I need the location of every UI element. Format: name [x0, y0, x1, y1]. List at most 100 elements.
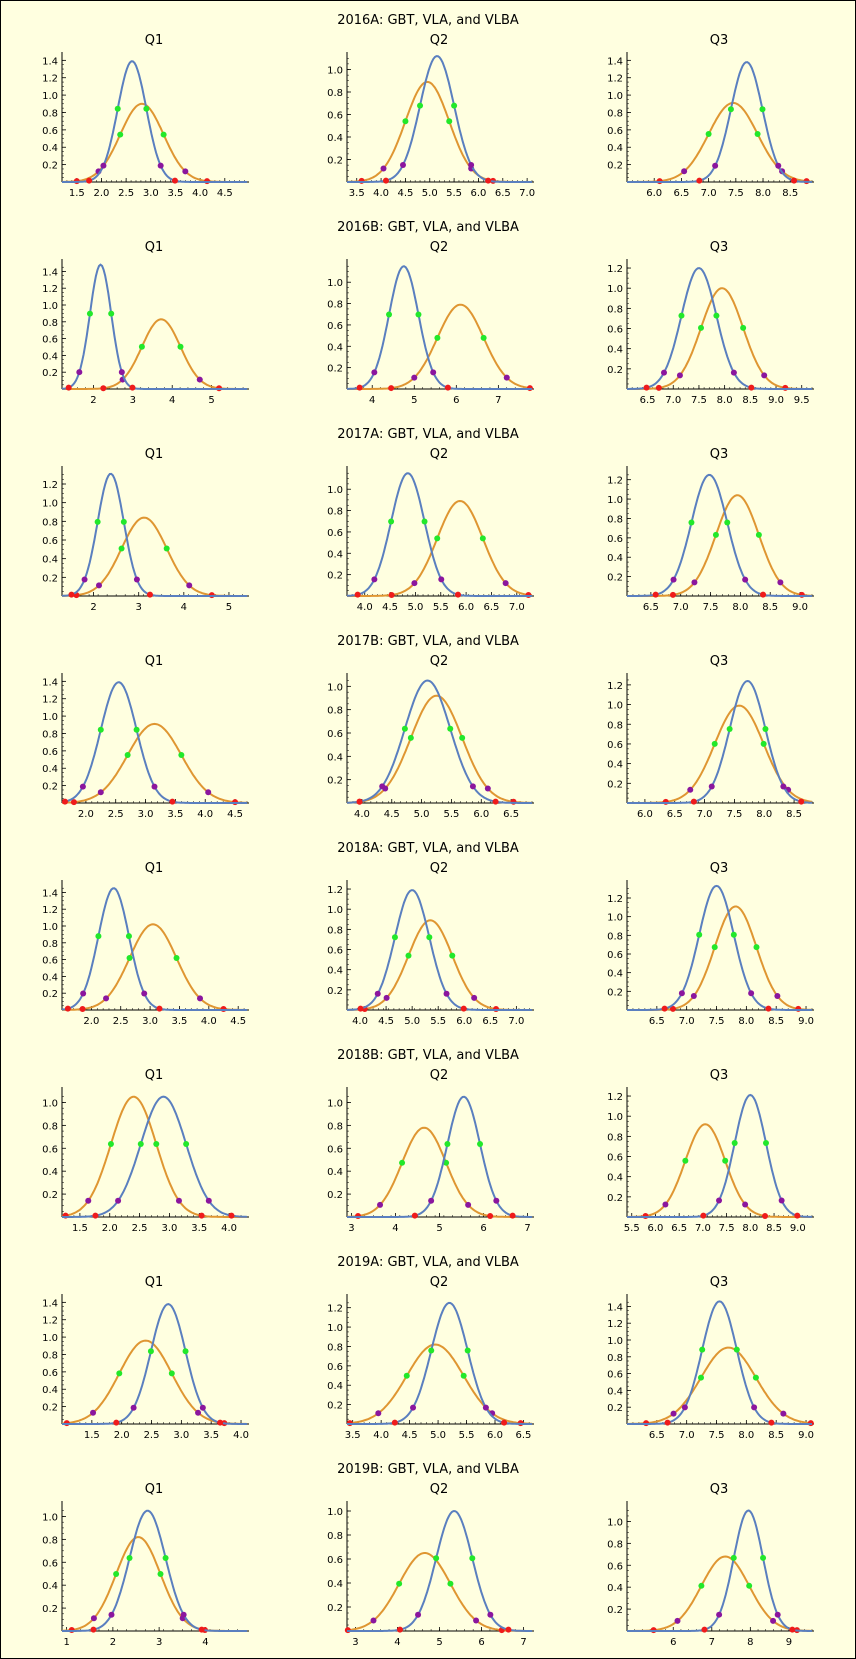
blue-density-curve	[627, 884, 812, 1011]
y-tick-label: 0.6	[327, 1144, 343, 1155]
blue-purple-marker	[157, 162, 164, 169]
blue-red-marker	[765, 1005, 772, 1012]
y-tick-label: 1.0	[42, 91, 58, 102]
blue-density-curve	[627, 1300, 812, 1425]
blue-density-curve	[627, 473, 812, 597]
y-tick-label: 1.2	[42, 284, 58, 295]
orange-density-curve	[627, 1555, 812, 1632]
y-tick-label: 1.2	[607, 1092, 623, 1103]
orange-green-marker	[113, 1571, 120, 1578]
orange-purple-marker	[370, 1617, 377, 1624]
orange-density-curve	[61, 722, 248, 804]
y-tick-label: 0.4	[607, 345, 623, 356]
orange-purple-marker	[662, 1201, 669, 1208]
blue-red-marker	[509, 1212, 516, 1219]
x-tick-label: 4.5	[402, 1430, 418, 1441]
blue-red-marker	[791, 177, 798, 184]
x-tick-label: 2.0	[83, 1016, 99, 1027]
x-tick-label: 7	[520, 1637, 526, 1648]
blue-density-curve	[61, 472, 247, 597]
chart-title: Q3	[710, 861, 729, 876]
x-tick-label: 4.0	[373, 1430, 389, 1441]
x-tick-label: 4	[392, 1223, 398, 1234]
x-tick-label: 7.0	[673, 602, 689, 613]
x-tick-label: 7	[524, 1223, 530, 1234]
blue-green-marker	[162, 1555, 169, 1562]
orange-green-marker	[698, 1582, 705, 1589]
chart: Q1 2 3 4 5 0.2 0.4 0.6 0.8 1.0 1.2	[42, 447, 249, 613]
x-tick-label: 3.5	[172, 1016, 188, 1027]
orange-red-marker	[525, 591, 532, 598]
blue-red-marker	[382, 177, 389, 184]
y-tick-label: 0.2	[42, 782, 58, 793]
x-tick-label: 3.0	[143, 188, 159, 199]
x-tick-label: 5.0	[404, 1016, 420, 1027]
chart: Q1 2 3 4 5 0.2 0.4 0.6 0.8 1.0 1.2 1.4	[42, 240, 249, 406]
blue-density-curve	[627, 679, 813, 804]
y-tick-label: 1.2	[42, 1316, 58, 1327]
y-tick-label: 0.6	[607, 325, 623, 336]
x-tick-label: 6.5	[503, 809, 519, 820]
blue-green-marker	[97, 726, 104, 733]
y-tick-label: 0.2	[327, 364, 343, 375]
blue-density-curve	[347, 1301, 532, 1425]
x-tick-label: 7.0	[508, 1016, 524, 1027]
x-tick-label: 5.0	[414, 809, 430, 820]
y-tick-label: 0.4	[327, 752, 343, 763]
blue-purple-marker	[469, 783, 476, 790]
x-tick-label: 5.5	[459, 1430, 475, 1441]
blue-green-marker	[94, 518, 101, 525]
chart: Q2 4.0 4.5 5.0 5.5 6.0 6.5 7.0 0.2 0.4 0.6 0.8 1.0	[327, 447, 534, 613]
panel: 2018B: GBT, VLA, and VLBA Q1 1.5 2.0 2.5 3.0 3…	[42, 1048, 814, 1234]
y-tick-label: 0.8	[42, 1121, 58, 1132]
orange-green-marker	[177, 343, 184, 350]
y-tick-label: 1.0	[607, 701, 623, 712]
x-tick-label: 6.5	[671, 1223, 687, 1234]
blue-red-marker	[356, 384, 363, 391]
orange-density-curve	[62, 516, 247, 597]
orange-green-marker	[760, 740, 767, 747]
orange-green-marker	[705, 131, 712, 138]
y-tick-label: 0.6	[42, 1558, 58, 1569]
blue-red-marker	[61, 798, 68, 805]
x-tick-label: 3	[136, 602, 142, 613]
y-tick-label: 0.8	[327, 925, 343, 936]
x-tick-label: 4	[369, 395, 375, 406]
blue-green-marker	[415, 311, 422, 318]
blue-purple-marker	[487, 1611, 494, 1618]
x-tick-label: 5	[226, 602, 232, 613]
blue-green-marker	[428, 1347, 435, 1354]
blue-green-marker	[391, 934, 398, 941]
x-tick-label: 5.5	[446, 188, 462, 199]
x-tick-label: 3.0	[142, 1016, 158, 1027]
x-tick-label: 7.0	[695, 1223, 711, 1234]
y-tick-label: 0.8	[327, 300, 343, 311]
orange-red-marker	[70, 799, 77, 806]
y-tick-label: 1.0	[327, 1323, 343, 1334]
chart-title: Q2	[430, 33, 449, 48]
chart-title: Q3	[710, 33, 729, 48]
y-tick-label: 0.4	[607, 969, 623, 980]
blue-purple-marker	[76, 369, 83, 376]
chart: Q2 3 4 5 6 7 0.2 0.4 0.6 0.8 1.0	[327, 1482, 534, 1648]
orange-green-marker	[403, 1372, 410, 1379]
blue-red-marker	[129, 384, 136, 391]
blue-purple-marker	[100, 162, 107, 169]
x-tick-label: 6.5	[643, 602, 659, 613]
orange-purple-marker	[670, 1410, 677, 1417]
y-tick-label: 0.6	[327, 729, 343, 740]
chart-title: Q2	[430, 654, 449, 669]
panel-title: 2018A: GBT, VLA, and VLBA	[337, 841, 519, 856]
orange-green-marker	[712, 531, 719, 538]
x-tick-label: 2	[90, 395, 96, 406]
y-tick-label: 0.8	[327, 1342, 343, 1353]
x-tick-label: 1.5	[69, 188, 85, 199]
blue-purple-marker	[775, 162, 782, 169]
orange-green-marker	[698, 324, 704, 331]
chart: Q1 1 2 3 4 0.2 0.4 0.6 0.8 1.0	[42, 1482, 249, 1648]
x-tick-label: 5	[436, 1637, 442, 1648]
y-tick-label: 1.4	[42, 1298, 58, 1309]
orange-green-marker	[460, 1372, 467, 1379]
x-tick-label: 5	[436, 1223, 442, 1234]
